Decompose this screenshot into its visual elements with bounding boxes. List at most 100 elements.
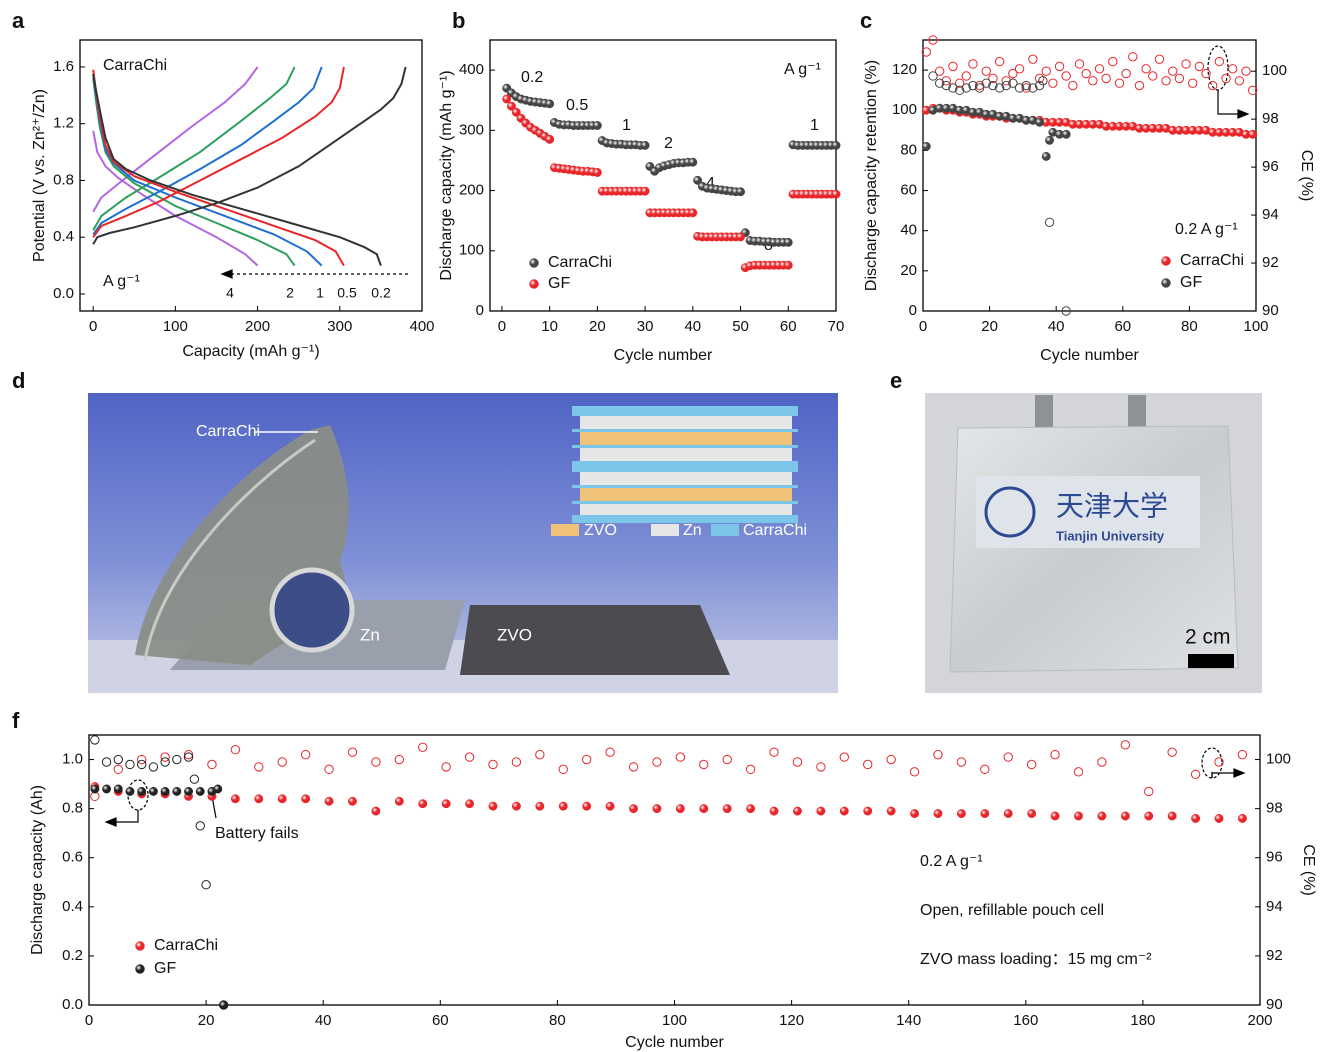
open-point <box>1038 76 1048 86</box>
point <box>394 796 404 806</box>
legend-label: GF <box>154 960 176 977</box>
open-point <box>347 747 358 757</box>
y-tick-label: 1.0 <box>62 751 83 768</box>
annotation: 0.2 A g⁻¹ <box>920 853 983 870</box>
y-tick-label: 100 <box>459 242 484 259</box>
point <box>301 794 311 804</box>
open-point <box>792 757 803 767</box>
x-axis-label: Cycle number <box>1040 347 1139 364</box>
x-tick-label: 80 <box>1181 318 1198 335</box>
open-point <box>1241 66 1251 76</box>
plot-frame <box>922 39 1257 312</box>
y-tick-label: 0.4 <box>53 228 74 245</box>
open-point <box>941 76 952 86</box>
curve <box>92 66 345 238</box>
y-axis-label: Discharge capacity (Ah) <box>29 785 46 955</box>
point <box>688 157 698 167</box>
open-point <box>722 754 732 765</box>
y-tick-label: 120 <box>892 61 917 78</box>
chart: a 0 100 200 300 400 0.0 0.4 0.8 1.2 1.6 Capacity (m… <box>12 8 435 360</box>
point <box>230 794 240 804</box>
point <box>956 809 966 818</box>
x-tick-label: 40 <box>684 318 701 335</box>
x-axis-label: Cycle number <box>625 1034 724 1051</box>
panel-label: d <box>12 368 25 393</box>
point <box>699 804 709 814</box>
arrowhead <box>1237 109 1250 119</box>
y2-tick-label: 96 <box>1262 158 1279 175</box>
chart: b 0 10 20 30 40 50 60 70 0 100 200 300 400 Cycle numbe… <box>438 8 844 364</box>
y-tick-label: 0.0 <box>62 996 83 1013</box>
curve <box>92 69 345 267</box>
x-tick-label: 30 <box>637 318 654 335</box>
annotation: A g⁻¹ <box>784 61 821 78</box>
point <box>125 787 135 796</box>
point <box>184 787 193 796</box>
zvo-electrode <box>460 605 730 675</box>
arrow-line <box>1211 772 1236 778</box>
point <box>277 794 287 804</box>
ellipse <box>127 779 149 811</box>
open-point <box>90 735 100 745</box>
panel-label: e <box>890 368 902 393</box>
open-point <box>839 752 849 762</box>
legend-marker <box>1161 278 1171 288</box>
y2-tick-label: 98 <box>1262 110 1279 127</box>
annotation: 0.2 <box>521 69 543 86</box>
annotation: CarraChi <box>103 57 167 74</box>
open-point <box>961 83 971 93</box>
x-tick-label: 80 <box>549 1012 566 1029</box>
photo-label: CarraChi <box>196 423 260 440</box>
y-tick-label: 200 <box>459 182 484 199</box>
y-tick-label: 60 <box>900 182 917 199</box>
y-tick-label: 100 <box>892 101 917 118</box>
open-point <box>1021 83 1031 93</box>
y-tick-label: 0.8 <box>53 171 74 188</box>
point <box>863 806 873 816</box>
plot-frame <box>489 39 837 312</box>
open-point <box>1026 759 1037 770</box>
open-point <box>1028 83 1038 93</box>
open-point <box>511 757 522 767</box>
open-point <box>1073 767 1084 777</box>
legend-label: 0.2 <box>371 285 391 301</box>
open-point <box>1021 80 1031 91</box>
x-tick-label: 160 <box>1013 1012 1038 1029</box>
open-point <box>1181 59 1191 69</box>
open-point <box>136 759 147 770</box>
point <box>769 806 779 816</box>
open-point <box>954 85 965 96</box>
point <box>535 801 545 811</box>
y2-tick-label: 100 <box>1266 751 1291 768</box>
y-tick-label: 0.8 <box>62 800 83 817</box>
arrowhead <box>104 817 117 827</box>
open-point <box>418 742 428 752</box>
open-point <box>863 759 873 770</box>
photo-label: ZVO <box>497 625 532 644</box>
point <box>1248 129 1258 139</box>
open-point <box>934 78 945 88</box>
annotation: A g⁻¹ <box>103 273 140 290</box>
logo <box>984 486 1036 538</box>
panel-label: b <box>452 8 465 33</box>
photo-label: Zn <box>360 625 380 644</box>
open-point <box>928 71 938 81</box>
y-tick-label: 0.2 <box>62 947 83 964</box>
open-point <box>1003 752 1013 762</box>
open-point <box>980 764 990 775</box>
open-point <box>464 752 475 762</box>
point <box>831 140 841 150</box>
point <box>886 806 896 816</box>
point <box>324 796 334 806</box>
legend-marker <box>529 258 539 268</box>
x-tick-label: 100 <box>1243 318 1268 335</box>
point <box>1191 814 1201 823</box>
panel-label: f <box>12 708 20 733</box>
y2-tick-label: 98 <box>1266 800 1283 817</box>
x-tick-label: 60 <box>432 1012 449 1029</box>
open-point <box>981 78 991 88</box>
y2-tick-label: 90 <box>1266 996 1283 1013</box>
open-point <box>581 754 592 765</box>
open-point <box>183 749 194 760</box>
point <box>172 787 182 796</box>
